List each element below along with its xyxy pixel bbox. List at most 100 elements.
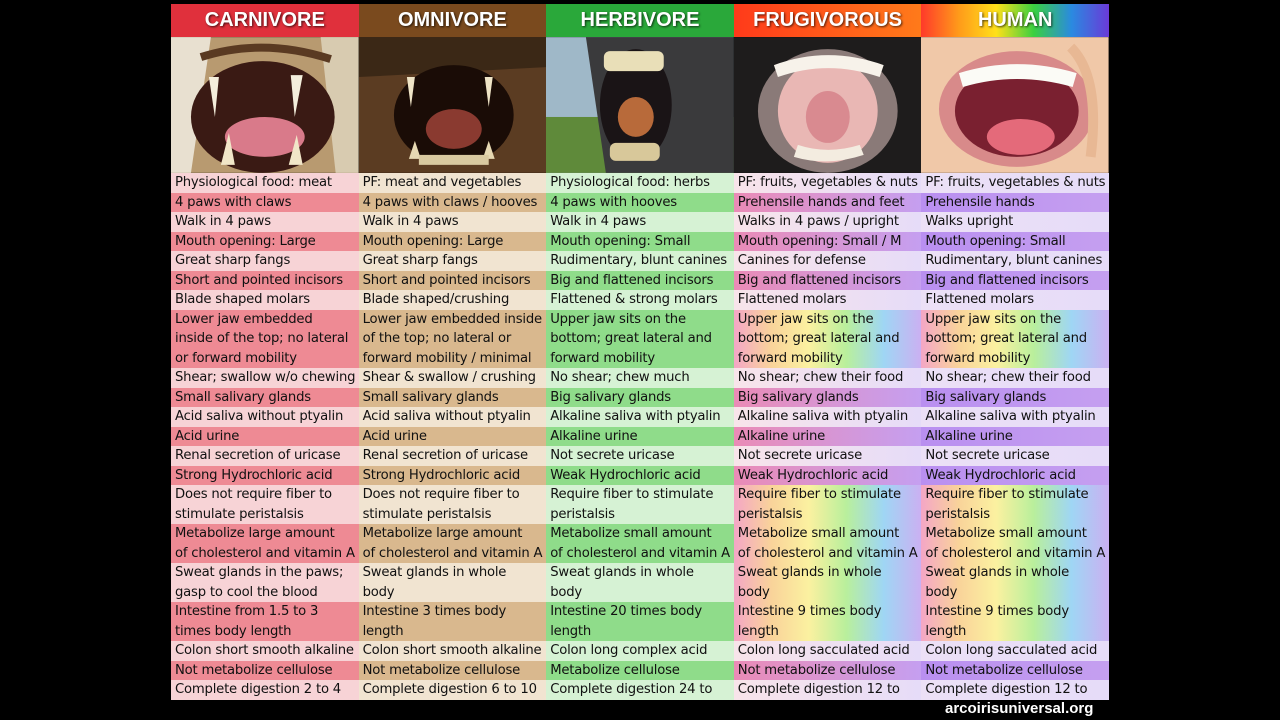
cell-omnivore: Acid saliva without ptyalin xyxy=(358,407,547,427)
cell-frugivorous: PF: fruits, vegetables & nuts xyxy=(733,173,922,193)
cell-human: Big salivary glands xyxy=(921,387,1109,407)
cell-omnivore: Does not require fiber to stimulate peri… xyxy=(358,485,547,524)
cell-herbivore: Mouth opening: Small xyxy=(546,231,734,251)
human-mouth-image xyxy=(921,37,1109,173)
cell-herbivore: Flattened & strong molars xyxy=(546,290,734,310)
cell-carnivore: Small salivary glands xyxy=(171,387,359,407)
cell-herbivore: Physiological food: herbs xyxy=(546,173,734,193)
cell-human: Rudimentary, blunt canines xyxy=(921,251,1109,271)
cell-human: PF: fruits, vegetables & nuts xyxy=(921,173,1109,193)
header-carnivore: CARNIVORE xyxy=(171,4,359,37)
cell-frugivorous: Big and flattened incisors xyxy=(733,270,922,290)
cell-omnivore: Shear & swallow / crushing xyxy=(358,368,547,388)
cell-herbivore: Not secrete uricase xyxy=(546,446,734,466)
cell-human: Prehensile hands xyxy=(921,192,1109,212)
cell-frugivorous: Require fiber to stimulate peristalsis xyxy=(733,485,922,524)
cell-frugivorous: Colon long sacculated acid xyxy=(733,641,922,661)
table-row: Acid saliva without ptyalin Acid saliva w… xyxy=(171,407,1109,427)
cell-herbivore: Upper jaw sits on the bottom; great late… xyxy=(546,309,734,368)
column-headers: CARNIVORE OMNIVORE HERBIVORE FRUGIVOROUS HUM… xyxy=(171,4,1109,37)
table-row: Strong Hydrochloric acid Strong Hydrochlo… xyxy=(171,465,1109,485)
cell-human: Walks upright xyxy=(921,212,1109,232)
table-row: Lower jaw embedded inside of the top; no… xyxy=(171,309,1109,368)
table-row: Small salivary glands Small salivary glan… xyxy=(171,387,1109,407)
cell-human: Big and flattened incisors xyxy=(921,270,1109,290)
cell-frugivorous: Weak Hydrochloric acid xyxy=(733,465,922,485)
horse-mouth-image xyxy=(546,37,734,173)
table-row: Does not require fiber to stimulate peri… xyxy=(171,485,1109,524)
cell-carnivore: Great sharp fangs xyxy=(171,251,359,271)
cell-omnivore: Great sharp fangs xyxy=(358,251,547,271)
cell-carnivore: Not metabolize cellulose xyxy=(171,660,359,680)
header-omnivore: OMNIVORE xyxy=(358,4,547,37)
cell-carnivore: Blade shaped molars xyxy=(171,290,359,310)
cell-omnivore: Sweat glands in whole body xyxy=(358,563,547,602)
cell-herbivore: Weak Hydrochloric acid xyxy=(546,465,734,485)
cell-omnivore: Renal secretion of uricase xyxy=(358,446,547,466)
table-row: Sweat glands in the paws; gasp to cool t… xyxy=(171,563,1109,602)
table-row: Walk in 4 paws Walk in 4 paws Walk in 4 pa… xyxy=(171,212,1109,232)
cell-herbivore: Sweat glands in whole body xyxy=(546,563,734,602)
cell-herbivore: Alkaline urine xyxy=(546,426,734,446)
cell-herbivore: Alkaline saliva with ptyalin xyxy=(546,407,734,427)
cell-frugivorous: Alkaline saliva with ptyalin xyxy=(733,407,922,427)
table-row: Great sharp fangs Great sharp fangs Rudime… xyxy=(171,251,1109,271)
cell-carnivore: Walk in 4 paws xyxy=(171,212,359,232)
cell-carnivore: Short and pointed incisors xyxy=(171,270,359,290)
cell-omnivore: Metabolize large amount of cholesterol a… xyxy=(358,524,547,563)
cell-carnivore: Colon short smooth alkaline xyxy=(171,641,359,661)
cell-herbivore: Require fiber to stimulate peristalsis xyxy=(546,485,734,524)
cell-human: Complete digestion 12 to 18 hs xyxy=(921,680,1109,700)
table-row: 4 paws with claws 4 paws with claws / hoo… xyxy=(171,192,1109,212)
cell-human: Flattened molars xyxy=(921,290,1109,310)
cell-omnivore: Intestine 3 times body length xyxy=(358,602,547,641)
cell-frugivorous: No shear; chew their food xyxy=(733,368,922,388)
cell-frugivorous: Not secrete uricase xyxy=(733,446,922,466)
comparison-chart: CARNIVORE OMNIVORE HERBIVORE FRUGIVOROUS HUM… xyxy=(171,4,1109,701)
cell-human: Weak Hydrochloric acid xyxy=(921,465,1109,485)
cell-human: Sweat glands in whole body xyxy=(921,563,1109,602)
cell-herbivore: Walk in 4 paws xyxy=(546,212,734,232)
cell-omnivore: Walk in 4 paws xyxy=(358,212,547,232)
frugivorous-mouth-photo xyxy=(733,37,922,173)
cell-herbivore: Big salivary glands xyxy=(546,387,734,407)
cell-human: Colon long sacculated acid xyxy=(921,641,1109,661)
cell-omnivore: Mouth opening: Large xyxy=(358,231,547,251)
cell-human: Alkaline urine xyxy=(921,426,1109,446)
bear-mouth-image xyxy=(358,37,547,173)
cell-carnivore: Metabolize large amount of cholesterol a… xyxy=(171,524,359,563)
cell-omnivore: PF: meat and vegetables xyxy=(358,173,547,193)
omnivore-mouth-photo xyxy=(358,37,547,173)
table-row: Not metabolize cellulose Not metabolize c… xyxy=(171,660,1109,680)
cell-human: Mouth opening: Small xyxy=(921,231,1109,251)
cell-omnivore: 4 paws with claws / hooves xyxy=(358,192,547,212)
cell-omnivore: Small salivary glands xyxy=(358,387,547,407)
mouth-photos xyxy=(171,37,1109,173)
cell-carnivore: Acid saliva without ptyalin xyxy=(171,407,359,427)
table-row: Blade shaped molars Blade shaped/crushing… xyxy=(171,290,1109,310)
cell-herbivore: Rudimentary, blunt canines xyxy=(546,251,734,271)
cell-frugivorous: Upper jaw sits on the bottom; great late… xyxy=(733,309,922,368)
cell-frugivorous: Sweat glands in whole body xyxy=(733,563,922,602)
cell-herbivore: Metabolize cellulose xyxy=(546,660,734,680)
cell-carnivore: Strong Hydrochloric acid xyxy=(171,465,359,485)
table-row: Mouth opening: Large Mouth opening: Large… xyxy=(171,231,1109,251)
cell-frugivorous: Big salivary glands xyxy=(733,387,922,407)
cell-carnivore: Lower jaw embedded inside of the top; no… xyxy=(171,309,359,368)
cell-herbivore: Intestine 20 times body length xyxy=(546,602,734,641)
cell-carnivore: Acid urine xyxy=(171,426,359,446)
table-row: Short and pointed incisors Short and poin… xyxy=(171,270,1109,290)
header-human: HUMAN xyxy=(921,4,1109,37)
cell-frugivorous: Mouth opening: Small / M xyxy=(733,231,922,251)
table-row: Metabolize large amount of cholesterol a… xyxy=(171,524,1109,563)
tiger-mouth-image xyxy=(171,37,359,173)
cell-carnivore: Physiological food: meat xyxy=(171,173,359,193)
cell-human: Intestine 9 times body length xyxy=(921,602,1109,641)
cell-frugivorous: Flattened molars xyxy=(733,290,922,310)
chimpanzee-mouth-image xyxy=(733,37,922,173)
cell-human: Metabolize small amount of cholesterol a… xyxy=(921,524,1109,563)
cell-omnivore: Colon short smooth alkaline xyxy=(358,641,547,661)
cell-carnivore: Complete digestion 2 to 4 hs xyxy=(171,680,359,700)
human-mouth-photo xyxy=(921,37,1109,173)
cell-carnivore: Shear; swallow w/o chewing xyxy=(171,368,359,388)
